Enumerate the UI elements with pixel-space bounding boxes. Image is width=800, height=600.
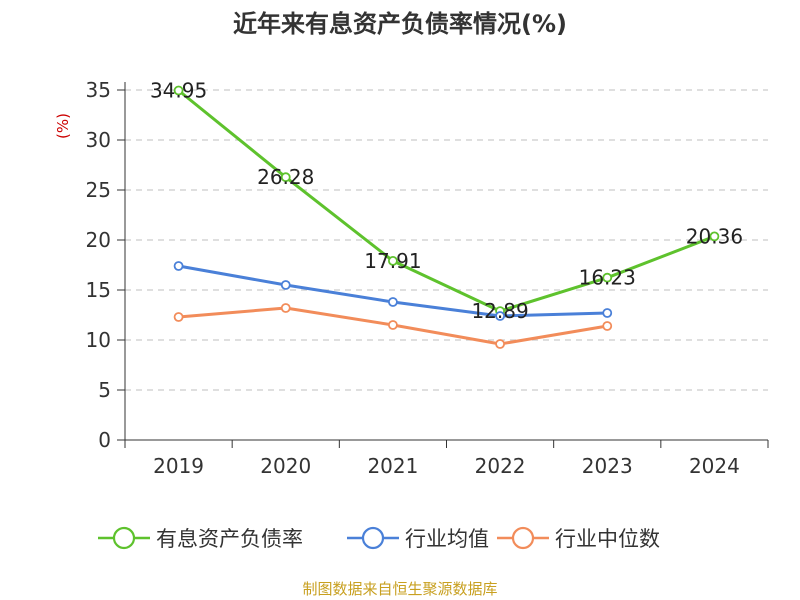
legend: 有息资产负债率 行业均值 行业中位数: [98, 526, 660, 551]
data-label: 20.36: [686, 224, 743, 248]
series-line-0: [177, 89, 716, 313]
y-tick-label: 20: [86, 228, 111, 252]
y-tick-label: 10: [86, 328, 111, 352]
data-point: [388, 255, 398, 266]
x-tick-label: 2020: [260, 454, 311, 478]
legend-item: 行业均值: [347, 526, 489, 551]
y-tick-label: 35: [86, 78, 111, 102]
data-point: [388, 297, 398, 307]
x-tick-label: 2024: [689, 454, 740, 478]
y-tick-label: 5: [98, 378, 111, 402]
data-point: [495, 311, 505, 321]
data-label: 16.23: [579, 266, 636, 290]
y-tick-label: 0: [98, 428, 111, 452]
x-tick-label: 2023: [582, 454, 633, 478]
legend-marker: [511, 526, 535, 550]
grid-lines: [125, 89, 768, 391]
series-group: [173, 85, 720, 349]
legend-marker: [112, 526, 136, 550]
data-point: [602, 308, 613, 318]
data-point: [495, 339, 505, 349]
y-axis-unit-label: (%): [54, 113, 72, 139]
data-point: [388, 320, 398, 330]
series-line-1: [177, 264, 609, 318]
data-label: 12.89: [471, 299, 528, 323]
data-point: [602, 321, 613, 331]
y-tick-label: 15: [86, 278, 111, 302]
x-tick-label: 2019: [153, 454, 204, 478]
legend-label: 行业均值: [405, 527, 489, 551]
legend-label: 行业中位数: [555, 527, 660, 551]
legend-label: 有息资产负债率: [156, 527, 303, 551]
data-point: [173, 261, 184, 271]
legend-marker: [361, 526, 385, 550]
chart-title: 近年来有息资产负债率情况(%): [233, 10, 567, 38]
data-label: 34.95: [150, 79, 207, 103]
y-tick-label: 25: [86, 178, 111, 202]
data-point: [280, 172, 291, 183]
data-label: 26.28: [257, 165, 314, 189]
data-point: [173, 85, 184, 96]
data-point: [280, 280, 291, 290]
x-tick-label: 2022: [475, 454, 526, 478]
legend-item: 行业中位数: [497, 526, 660, 551]
source-note: 制图数据来自恒生聚源数据库: [302, 580, 497, 598]
data-point: [173, 312, 184, 322]
data-label: 17.91: [364, 249, 421, 273]
axes: 0 5 10 15 20 25 30 35 2019 2020 2021 2022 2023 2024: [86, 78, 769, 478]
data-point: [280, 303, 291, 313]
data-point: [602, 272, 613, 283]
legend-item: 有息资产负债率: [98, 526, 303, 551]
x-tick-label: 2021: [367, 454, 418, 478]
data-labels: 34.95 26.28 17.91 12.89 16.23 20.36: [150, 79, 743, 324]
y-tick-label: 30: [86, 128, 111, 152]
data-point: [709, 231, 720, 242]
